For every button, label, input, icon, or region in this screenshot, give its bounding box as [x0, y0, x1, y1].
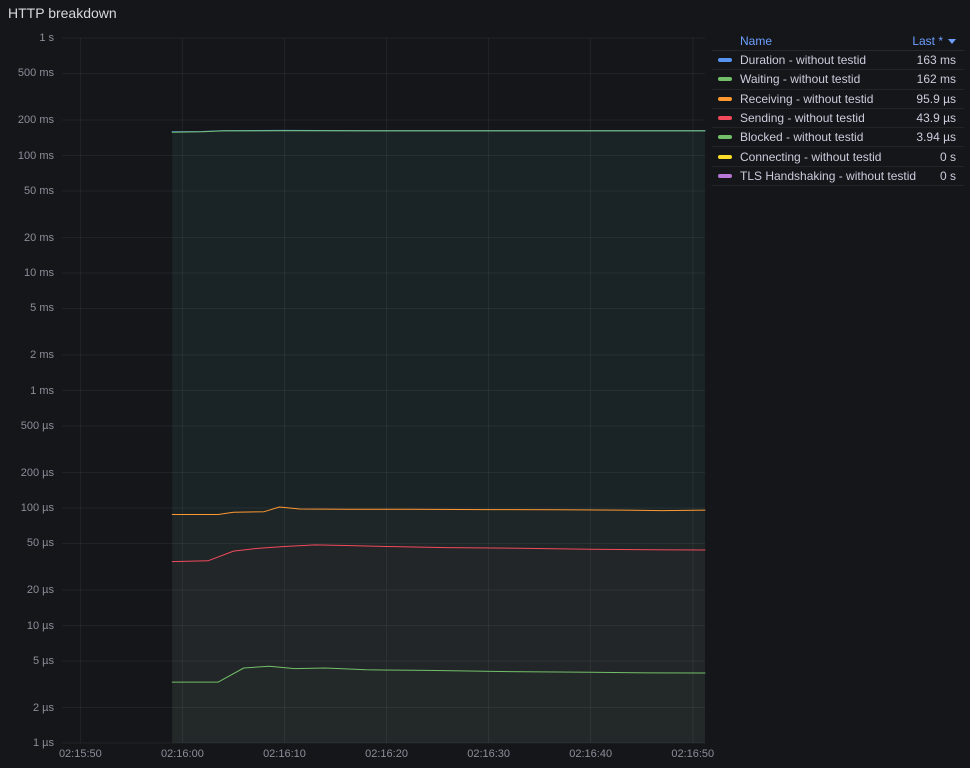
x-tick-label: 02:15:50: [58, 748, 102, 760]
y-tick-label: 500 µs: [20, 419, 54, 432]
series-label[interactable]: Sending - without testid: [740, 111, 865, 126]
series-color-icon: [718, 154, 732, 159]
series-color-icon: [718, 116, 732, 121]
series-label[interactable]: TLS Handshaking - without testid: [740, 168, 917, 183]
x-tick-label: 02:16:00: [161, 748, 204, 760]
series-color-icon: [718, 58, 732, 63]
y-tick-label: 5 ms: [30, 302, 54, 315]
series-label[interactable]: Connecting - without testid: [740, 149, 882, 164]
x-tick-label: 02:16:40: [569, 748, 613, 760]
legend-row[interactable]: Waiting - without testid 162 ms: [712, 70, 964, 90]
x-tick-label: 02:16:20: [365, 748, 408, 760]
y-tick-label: 10 ms: [24, 267, 54, 279]
legend-header-last[interactable]: Last *: [912, 34, 956, 48]
x-tick-label: 02:16:50: [671, 748, 715, 760]
panel-title[interactable]: HTTP breakdown: [8, 5, 117, 21]
y-tick-label: 2 µs: [32, 701, 54, 714]
x-tick-label: 02:16:10: [263, 748, 306, 760]
series-last-value: 0 s: [939, 149, 956, 164]
series-label[interactable]: Duration - without testid: [740, 53, 867, 68]
y-tick-label: 100 µs: [20, 502, 54, 514]
legend-header-last-label: Last *: [912, 34, 943, 48]
legend-row[interactable]: Connecting - without testid 0 s: [712, 147, 964, 167]
series-last-value: 163 ms: [916, 53, 956, 68]
y-tick-label: 2 ms: [30, 349, 54, 362]
series-color-icon: [718, 135, 732, 140]
series-label[interactable]: Waiting - without testid: [740, 72, 861, 87]
legend-rows: Duration - without testid 163 ms Waiting -…: [712, 51, 964, 187]
y-tick-label: 1 µs: [32, 737, 54, 749]
legend-header-name[interactable]: Name: [740, 34, 773, 48]
series-color-icon: [718, 173, 732, 178]
y-tick-label: 50 µs: [26, 537, 54, 550]
legend-row[interactable]: Receiving - without testid 95.9 µs: [712, 90, 964, 109]
x-tick-label: 02:16:30: [467, 748, 511, 760]
y-tick-label: 10 µs: [26, 619, 54, 632]
legend-row[interactable]: TLS Handshaking - without testid 0 s: [712, 167, 964, 187]
y-tick-label: 20 ms: [24, 231, 54, 244]
y-tick-label: 100 ms: [17, 149, 54, 162]
series-last-value: 0 s: [939, 168, 956, 183]
y-tick-label: 200 µs: [20, 466, 54, 479]
series-last-value: 3.94 µs: [916, 130, 956, 145]
series-last-value: 162 ms: [916, 72, 956, 87]
legend: Name Last * Duration - without testid 163…: [712, 32, 964, 187]
y-tick-label: 200 ms: [17, 114, 54, 127]
sort-desc-icon: [948, 38, 956, 44]
legend-row[interactable]: Sending - without testid 43.9 µs: [712, 109, 964, 129]
legend-row[interactable]: Duration - without testid 163 ms: [712, 51, 964, 71]
legend-row[interactable]: Blocked - without testid 3.94 µs: [712, 128, 964, 148]
legend-header: Name Last *: [712, 32, 964, 51]
series-label[interactable]: Receiving - without testid: [740, 91, 874, 106]
y-tick-label: 50 ms: [24, 184, 54, 197]
series-color-icon: [718, 96, 732, 101]
series-last-value: 43.9 µs: [916, 111, 956, 126]
series-label[interactable]: Blocked - without testid: [740, 130, 864, 145]
y-tick-label: 500 ms: [17, 67, 54, 80]
y-tick-label: 1 ms: [30, 384, 54, 397]
series-color-icon: [718, 77, 732, 82]
series-last-value: 95.9 µs: [916, 91, 956, 106]
y-tick-label: 5 µs: [32, 654, 54, 667]
y-tick-label: 1 s: [39, 32, 54, 44]
y-tick-label: 20 µs: [26, 584, 54, 597]
